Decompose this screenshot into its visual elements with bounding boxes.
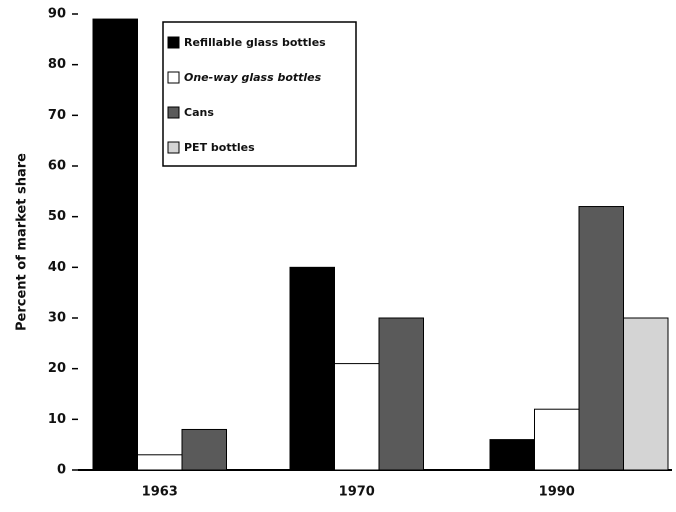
legend-label: PET bottles bbox=[184, 141, 255, 154]
y-tick-label: 30 bbox=[48, 311, 66, 326]
y-tick-label: 80 bbox=[48, 57, 66, 72]
legend-swatch bbox=[167, 141, 180, 154]
x-tick-label: 1990 bbox=[539, 485, 575, 500]
y-tick-label: 90 bbox=[48, 7, 66, 22]
bar bbox=[534, 408, 580, 471]
bar bbox=[378, 317, 424, 471]
legend-swatch bbox=[167, 36, 180, 49]
y-tick-label: 40 bbox=[48, 260, 66, 275]
y-tick-label: 20 bbox=[48, 361, 66, 376]
x-tick-label: 1970 bbox=[339, 485, 375, 500]
legend-label: Cans bbox=[184, 106, 214, 119]
bar bbox=[137, 454, 183, 471]
bar bbox=[334, 363, 380, 471]
bar bbox=[489, 439, 535, 471]
y-tick-label: 0 bbox=[57, 463, 66, 478]
y-tick-label: 70 bbox=[48, 108, 66, 123]
y-tick-label: 10 bbox=[48, 412, 66, 427]
y-tick-label: 60 bbox=[48, 159, 66, 174]
legend-label: One-way glass bottles bbox=[184, 71, 322, 84]
y-axis-label: Percent of market share bbox=[15, 153, 30, 331]
bar bbox=[289, 266, 335, 471]
legend-box bbox=[162, 21, 357, 167]
y-tick-label: 50 bbox=[48, 209, 66, 224]
legend-swatch bbox=[167, 106, 180, 119]
bar bbox=[181, 428, 227, 471]
x-tick-label: 1963 bbox=[142, 485, 178, 500]
legend-swatch bbox=[167, 71, 180, 84]
legend-label: Refillable glass bottles bbox=[184, 36, 326, 49]
bar bbox=[623, 317, 669, 471]
bar bbox=[578, 206, 624, 471]
bar bbox=[92, 18, 138, 471]
